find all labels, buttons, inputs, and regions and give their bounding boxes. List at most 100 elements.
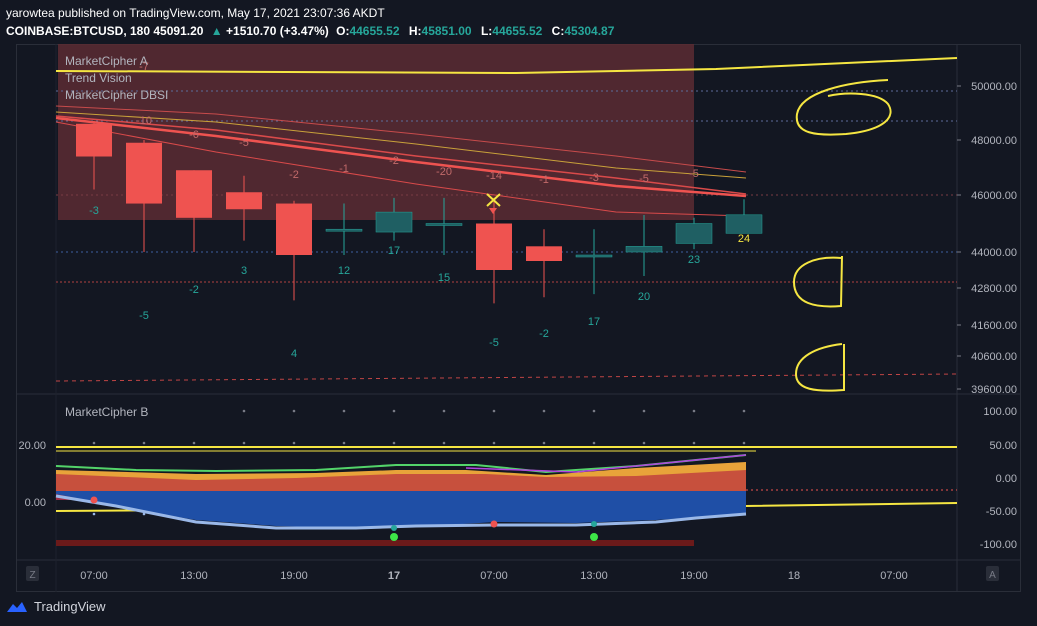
b-tick-label: 50.00: [989, 440, 1017, 452]
time-tick-label: 13:00: [180, 570, 208, 582]
price-axis[interactable]: 50000.00 48000.00 46000.00 44000.00 42800.00…: [957, 81, 1017, 396]
z-button-label[interactable]: Z: [29, 570, 35, 581]
candle-label: -5: [139, 310, 149, 322]
ohlc-line: COINBASE:BTCUSD, 180 45091.20 ▲ +1510.70…: [6, 24, 620, 38]
x-marker-icon: [486, 193, 501, 214]
upper-label: -14: [486, 170, 502, 182]
chart-header: yarowtea published on TradingView.com, M…: [0, 0, 1037, 44]
b-dot: [92, 441, 96, 445]
b-dot: [242, 409, 246, 413]
b-tick-label: 0.00: [996, 473, 1017, 485]
trend-line-yellow: [55, 57, 958, 75]
b-dot: [342, 441, 346, 445]
price-tick-label: 40600.00: [971, 351, 1017, 363]
price-tick-label: 44000.00: [971, 247, 1017, 259]
close-value: 45304.87: [564, 24, 615, 38]
candle-body: [276, 203, 312, 255]
b-dot: [692, 441, 696, 445]
time-tick-label: 07:00: [80, 570, 108, 582]
upper-label: -7: [139, 61, 149, 73]
b-dot: [542, 409, 546, 413]
b-dot: [92, 512, 96, 516]
a-button-label[interactable]: A: [989, 570, 996, 581]
candle-label: 12: [338, 265, 350, 277]
candles-group: [76, 121, 763, 304]
b-dot: [342, 409, 346, 413]
upper-label: -2: [389, 155, 399, 167]
high-label: H:: [408, 24, 422, 38]
candle-label: -2: [539, 328, 549, 340]
tradingview-logo[interactable]: TradingView: [6, 599, 106, 614]
b-dot: [742, 409, 746, 413]
up-triangle-icon: ▲: [210, 24, 223, 38]
time-axis[interactable]: 07:00 13:00 19:00 17 07:00 13:00 19:00 18 07:00: [80, 570, 908, 582]
b-bottom-bar: [56, 540, 694, 546]
upper-label: -6: [189, 129, 199, 141]
price-tick-label: 48000.00: [971, 135, 1017, 147]
price-tick-label: 39600.00: [971, 384, 1017, 396]
b-dot: [292, 409, 296, 413]
annotation-circle-1: [795, 79, 892, 136]
b-dot: [292, 441, 296, 445]
price-tick-label: 42800.00: [971, 283, 1017, 295]
tradingview-logo-text: TradingView: [34, 599, 106, 614]
candle-body: [725, 214, 763, 234]
upper-label: -1: [539, 174, 549, 186]
b-dot: [442, 441, 446, 445]
b-left-tick-label: 0.00: [25, 497, 46, 509]
b-left-tick-label: 20.00: [18, 440, 46, 452]
candle-label: -5: [489, 337, 499, 349]
indicator-label-cipher-b[interactable]: MarketCipher B: [65, 405, 149, 419]
purple-line: [465, 454, 747, 473]
candle-body: [625, 246, 663, 253]
a-button[interactable]: [986, 566, 999, 581]
candle-label: -3: [89, 205, 99, 217]
b-tick-label: 100.00: [983, 406, 1017, 418]
candle-label: 23: [688, 254, 700, 266]
upper-labels-group: -7 -10 -6 -5 -2 -1 -2 -20 -14 -1 -3 -5 -5: [136, 61, 699, 186]
indicator-label-trend-vision[interactable]: Trend Vision: [65, 71, 132, 85]
b-dot: [392, 409, 396, 413]
b-price-axis[interactable]: 100.00 50.00 0.00 -50.00 -100.00 20.00 0.00: [18, 406, 1017, 551]
z-button[interactable]: [26, 566, 39, 581]
chart-svg[interactable]: -3 -5 -2 3 4 12 17 15 -5 -2 17 20 23 24 -7 -10 -6 -5 -2 -1…: [16, 44, 1021, 592]
candle-label: 17: [388, 245, 400, 257]
ema-line: [55, 116, 747, 198]
b-dot: [492, 441, 496, 445]
annotation-d-2: [794, 343, 845, 392]
upper-label: -5: [239, 137, 249, 149]
b-dot: [742, 441, 746, 445]
money-flow-red: [56, 470, 746, 492]
candle-label: 24: [738, 233, 750, 245]
ema-line: [55, 105, 747, 173]
cipher-b-pane: [55, 409, 958, 546]
time-tick-label: 07:00: [480, 570, 508, 582]
b-dot: [642, 409, 646, 413]
green-line: [55, 454, 747, 474]
high-value: 45851.00: [421, 24, 472, 38]
b-dot: [592, 409, 596, 413]
low-value: 44655.52: [492, 24, 543, 38]
indicator-label-cipher-a[interactable]: MarketCipher A: [65, 54, 148, 68]
open-value: 44655.52: [349, 24, 400, 38]
chart-area[interactable]: -3 -5 -2 3 4 12 17 15 -5 -2 17 20 23 24 -7 -10 -6 -5 -2 -1…: [16, 44, 1021, 592]
b-dot: [542, 441, 546, 445]
b-dot: [392, 441, 396, 445]
wave-light-line: [55, 494, 747, 530]
candle-body: [325, 228, 363, 232]
annotation-d-1: [792, 255, 843, 308]
b-dot: [242, 441, 246, 445]
candle-body: [226, 192, 262, 210]
signal-dot-green: [590, 533, 598, 541]
candle-label: 3: [241, 265, 247, 277]
b-dot: [642, 441, 646, 445]
indicator-label-dbsi[interactable]: MarketCipher DBSI: [65, 88, 169, 102]
candle-label: 17: [588, 316, 600, 328]
signal-dot-green: [390, 533, 398, 541]
b-dot: [442, 409, 446, 413]
change-value: +1510.70 (+3.47%): [226, 24, 329, 38]
candle-body: [375, 211, 413, 233]
ema-line: [55, 115, 747, 195]
upper-label: -2: [289, 169, 299, 181]
time-tick-label: 19:00: [680, 570, 708, 582]
